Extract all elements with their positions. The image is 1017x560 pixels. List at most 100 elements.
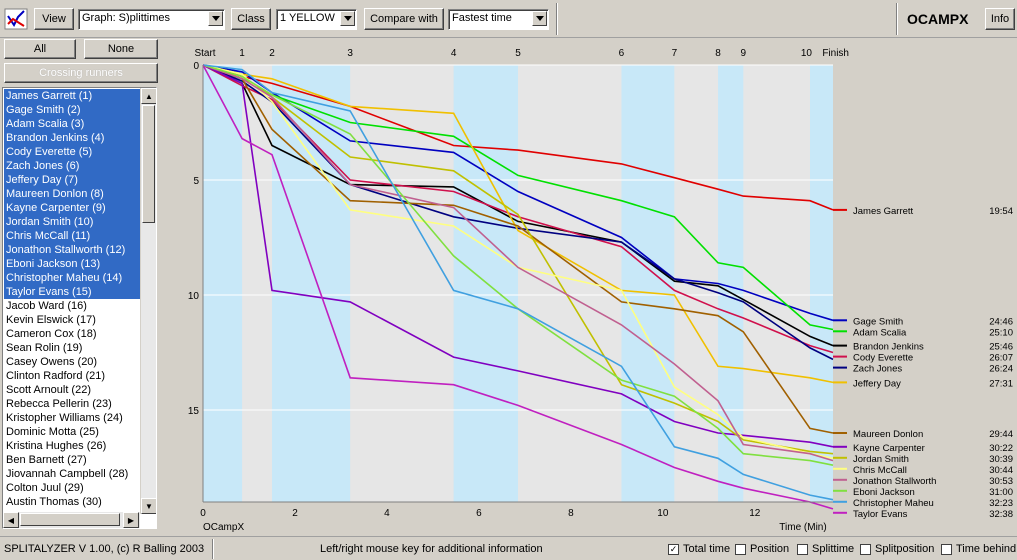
runner-list-item[interactable]: Jacob Ward (16) — [6, 300, 87, 312]
runner-list-item[interactable]: Kevin Elswick (17) — [6, 314, 96, 326]
toolbar-divider — [556, 3, 558, 35]
select-all-button[interactable]: All — [4, 39, 76, 59]
scroll-thumb[interactable] — [142, 105, 155, 223]
runner-list-item[interactable]: Ben Barnett (27) — [6, 454, 87, 466]
series-name-label: Zach Jones — [853, 364, 902, 375]
x-tick-label: 6 — [476, 508, 482, 519]
leg-band — [718, 65, 744, 502]
compare-select[interactable]: Fastest time — [448, 9, 549, 30]
runner-list-item[interactable]: Chris McCall (11) — [4, 229, 140, 243]
series-name-label: Kayne Carpenter — [853, 443, 925, 454]
runner-list-item[interactable]: Brandon Jenkins (4) — [4, 131, 140, 145]
runner-list-item[interactable]: James Garrett (1) — [4, 89, 140, 103]
runner-list-item[interactable]: Cody Everette (5) — [4, 145, 140, 159]
x-tick-label: 8 — [568, 508, 574, 519]
series-time-label: 32:23 — [989, 498, 1013, 509]
runner-list-item[interactable]: Jiovannah Campbell (28) — [6, 468, 129, 480]
option-label: Position — [750, 543, 790, 555]
series-time-label: 24:46 — [989, 316, 1013, 327]
series-name-label: James Garrett — [853, 206, 914, 217]
y-tick-label: 15 — [188, 406, 200, 417]
y-tick-label: 10 — [188, 291, 200, 302]
scroll-down-icon[interactable]: ▼ — [141, 498, 156, 514]
series-name-label: Eboni Jackson — [853, 487, 915, 498]
option-position-checkbox[interactable]: Position — [735, 542, 789, 556]
series-time-label: 31:00 — [989, 487, 1013, 498]
split-chart-area[interactable]: Start 1 2 3 4 5 6 7 8 9 10 Finish 0 5 10 15 0 2 4 6 8 10 12 OCa… — [163, 40, 1017, 532]
class-select[interactable]: 1 YELLOW — [276, 9, 357, 30]
series-line — [202, 64, 834, 510]
runner-list-item[interactable]: Kayne Carpenter (9) — [4, 201, 140, 215]
runner-list-item[interactable]: Christopher Maheu (14) — [4, 271, 140, 285]
runner-list-item[interactable]: Adam Scalia (3) — [4, 117, 140, 131]
graph-select[interactable]: Graph: S)plittimes — [78, 9, 225, 30]
runner-list-item[interactable]: Kristopher Williams (24) — [6, 412, 123, 424]
series-time-label: 32:38 — [989, 509, 1013, 520]
runner-list-item[interactable]: Gage Smith (2) — [4, 103, 140, 117]
runner-list-item[interactable]: Kristina Hughes (26) — [6, 440, 107, 452]
y-tick-label: 0 — [193, 61, 199, 72]
series-line — [202, 64, 834, 462]
view-button[interactable]: View — [34, 8, 74, 30]
runner-list-item[interactable]: Eboni Jackson (13) — [4, 257, 140, 271]
scroll-right-icon[interactable]: ▶ — [123, 512, 139, 528]
scroll-left-icon[interactable]: ◀ — [3, 512, 19, 528]
runner-list-item[interactable]: Jonathon Stallworth (12) — [4, 243, 140, 257]
option-time-behind-checkbox[interactable]: Time behind — [941, 542, 1016, 556]
select-none-button[interactable]: None — [84, 39, 158, 59]
runner-list-scrollbar[interactable]: ▲ ▼ — [140, 88, 156, 514]
series-name-label: Maureen Donlon — [853, 429, 923, 440]
checkmark-icon[interactable]: ✓ — [668, 543, 679, 555]
series-name-label: Jonathon Stallworth — [853, 476, 936, 487]
hscroll-thumb[interactable] — [20, 513, 120, 526]
runner-list-item[interactable]: Jeffery Day (7) — [4, 173, 140, 187]
splitalyzer-logo-icon[interactable] — [4, 8, 28, 30]
x-tick-label: 0 — [200, 508, 206, 519]
option-label: Splitposition — [875, 543, 935, 555]
runner-list-item[interactable]: Rebecca Pellerin (23) — [6, 398, 112, 410]
runner-list-item[interactable]: Cameron Cox (18) — [6, 328, 97, 340]
scroll-up-icon[interactable]: ▲ — [141, 88, 156, 104]
series-time-label: 30:44 — [989, 465, 1013, 476]
runner-list[interactable]: James Garrett (1) Gage Smith (2) Adam Scal… — [2, 87, 157, 529]
runner-list-item[interactable]: Sean Rolin (19) — [6, 342, 83, 354]
control-label: 4 — [451, 48, 457, 59]
checkbox-box[interactable] — [797, 543, 808, 555]
option-total-time-checkbox[interactable]: ✓ Total time — [668, 542, 730, 556]
info-button[interactable]: Info — [985, 8, 1015, 30]
option-splittime-checkbox[interactable]: Splittime — [797, 542, 854, 556]
checkbox-box[interactable] — [735, 543, 746, 555]
runner-list-item[interactable]: Taylor Evans (15) — [4, 285, 140, 299]
runner-list-item[interactable]: Scott Arnoult (22) — [6, 384, 91, 396]
runner-list-hscrollbar[interactable]: ◀ ▶ — [3, 512, 140, 528]
class-button[interactable]: Class — [231, 8, 271, 30]
option-label: Splittime — [812, 543, 855, 555]
runner-list-item[interactable]: Jordan Smith (10) — [4, 215, 140, 229]
control-label: 8 — [715, 48, 721, 59]
compare-with-button[interactable]: Compare with — [364, 8, 444, 30]
class-select-value: 1 YELLOW — [280, 12, 335, 24]
compare-select-value: Fastest time — [452, 12, 512, 24]
runner-list-item[interactable]: Maureen Donlon (8) — [4, 187, 140, 201]
series-time-label: 25:46 — [989, 342, 1013, 353]
leg-band — [203, 65, 243, 502]
crossing-runners-button[interactable]: Crossing runners — [4, 63, 158, 83]
chevron-down-icon[interactable] — [208, 11, 223, 26]
runner-list-item[interactable]: Casey Owens (20) — [6, 356, 98, 368]
series-name-label: Gage Smith — [853, 316, 903, 327]
runner-list-item[interactable]: Colton Juul (29) — [6, 482, 84, 494]
runner-list-item[interactable]: Zach Jones (6) — [4, 159, 140, 173]
option-splitposition-checkbox[interactable]: Splitposition — [860, 542, 934, 556]
chevron-down-icon[interactable] — [340, 11, 355, 26]
option-label: Total time — [683, 543, 731, 555]
chevron-down-icon[interactable] — [532, 11, 547, 26]
option-label: Time behind — [956, 543, 1017, 555]
runner-list-item[interactable]: Austin Thomas (30) — [6, 496, 102, 508]
x-axis-label: Time (Min) — [779, 522, 826, 532]
runner-list-item[interactable]: Dominic Motta (25) — [6, 426, 99, 438]
runner-list-item[interactable]: Clinton Radford (21) — [6, 370, 106, 382]
checkbox-box[interactable] — [860, 543, 871, 555]
series-time-label: 19:54 — [989, 206, 1013, 217]
checkbox-box[interactable] — [941, 543, 952, 555]
